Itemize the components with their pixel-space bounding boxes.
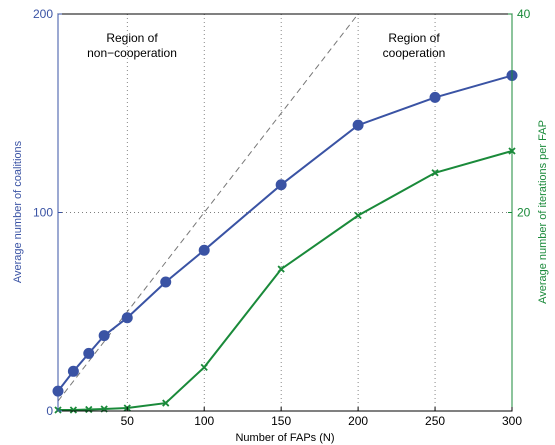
annotation-coop-line2: cooperation [383,46,446,60]
data-point-iterations [85,405,93,414]
y-right-tick-label: 20 [517,206,531,220]
x-tick-label: 300 [502,414,522,428]
x-tick-label: 250 [425,414,445,428]
data-point-coalitions [429,91,441,103]
annotation-noncoop-line2: non−cooperation [87,46,177,60]
data-point-iterations [431,169,439,177]
data-point-coalitions [121,312,133,324]
x-tick-label: 50 [121,414,135,428]
data-point-iterations [162,399,170,407]
y-right-tick-label: 40 [517,7,531,21]
data-point-coalitions [83,347,95,359]
series [52,70,518,414]
ticks: 50 100 150 200 250 300 0 100 200 20 40 [33,7,531,428]
data-point-iterations [200,363,208,371]
data-point-coalitions [352,119,364,131]
data-point-iterations [69,406,78,414]
x-tick-label: 100 [194,414,214,428]
plot-area [58,14,512,411]
data-point-coalitions [67,365,79,377]
data-point-iterations [354,211,362,220]
y-axis-left-label: Average number of coalitions [12,140,24,283]
data-point-coalitions [98,330,110,342]
data-point-coalitions [160,276,172,288]
data-point-iterations [277,265,285,273]
y-axis-right-label: Average number of iterations per FAP [537,120,549,304]
x-axis-label: Number of FAPs (N) [235,432,334,444]
y-left-tick-label: 0 [46,404,53,418]
annotation-noncoop-line1: Region of [106,31,158,45]
x-tick-label: 200 [348,414,368,428]
data-point-coalitions [275,179,287,191]
annotation-coop-line1: Region of [388,31,440,45]
x-tick-label: 150 [271,414,291,428]
y-left-tick-label: 200 [33,7,53,21]
data-point-coalitions [198,244,210,256]
y-left-tick-label: 100 [33,206,53,220]
